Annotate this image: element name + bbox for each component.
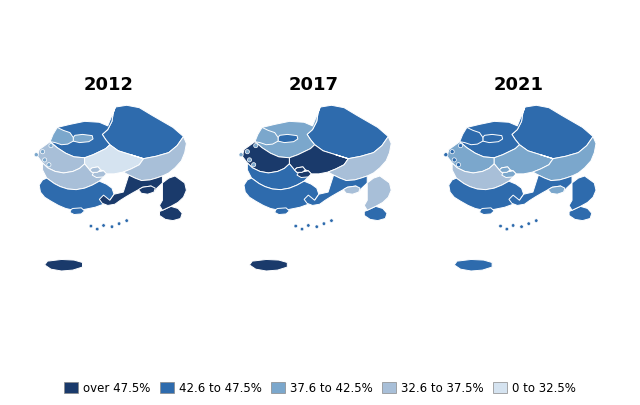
Polygon shape [494,145,553,175]
Circle shape [534,220,538,223]
Circle shape [125,220,129,223]
Circle shape [253,144,258,148]
Polygon shape [454,260,492,271]
Polygon shape [50,108,115,158]
Title: 2017: 2017 [289,76,339,94]
Circle shape [450,150,454,154]
Circle shape [456,163,461,167]
Circle shape [248,158,252,162]
Circle shape [527,222,531,226]
Circle shape [307,224,310,228]
Circle shape [458,144,463,148]
Polygon shape [73,135,93,143]
Polygon shape [343,187,360,195]
Polygon shape [250,260,287,271]
Polygon shape [479,208,494,215]
Polygon shape [569,177,596,211]
Polygon shape [483,135,502,143]
Polygon shape [294,168,305,173]
Polygon shape [38,142,84,173]
Polygon shape [244,179,319,211]
Polygon shape [278,135,298,143]
Polygon shape [364,207,387,221]
Polygon shape [449,179,524,211]
Polygon shape [50,128,73,145]
Polygon shape [39,179,114,211]
Polygon shape [297,171,311,178]
Circle shape [499,225,502,228]
Polygon shape [502,171,516,178]
Title: 2021: 2021 [493,76,543,94]
Circle shape [322,222,326,226]
Polygon shape [159,207,182,221]
Polygon shape [255,128,278,145]
Polygon shape [138,187,156,195]
Polygon shape [364,177,391,211]
Circle shape [444,153,448,158]
Circle shape [102,224,106,228]
Circle shape [511,224,515,228]
Polygon shape [102,106,184,159]
Polygon shape [328,137,391,181]
Polygon shape [70,208,84,215]
Polygon shape [247,164,308,190]
Polygon shape [460,128,483,145]
Circle shape [110,225,114,229]
Polygon shape [307,106,388,159]
Polygon shape [42,164,104,190]
Circle shape [252,163,256,167]
Polygon shape [533,137,596,181]
Circle shape [245,150,250,154]
Circle shape [95,228,99,231]
Circle shape [34,153,38,158]
Polygon shape [509,176,572,206]
Legend: over 47.5%, 42.6 to 47.5%, 37.6 to 42.5%, 32.6 to 37.5%, 0 to 32.5%: over 47.5%, 42.6 to 47.5%, 37.6 to 42.5%… [60,377,580,399]
Polygon shape [45,260,83,271]
Polygon shape [92,171,106,178]
Circle shape [89,225,93,228]
Polygon shape [84,145,143,175]
Circle shape [505,228,509,231]
Polygon shape [512,106,593,159]
Circle shape [47,163,51,167]
Polygon shape [124,137,186,181]
Polygon shape [548,187,565,195]
Circle shape [520,225,524,229]
Polygon shape [99,176,163,206]
Circle shape [117,222,121,226]
Circle shape [300,228,304,231]
Circle shape [49,144,53,148]
Polygon shape [569,207,592,221]
Polygon shape [255,108,320,158]
Polygon shape [275,208,289,215]
Polygon shape [90,168,100,173]
Polygon shape [452,164,513,190]
Polygon shape [447,142,494,173]
Title: 2012: 2012 [84,76,134,94]
Circle shape [43,158,47,162]
Circle shape [452,158,456,162]
Circle shape [239,153,243,158]
Polygon shape [304,176,367,206]
Polygon shape [289,145,348,175]
Polygon shape [499,168,510,173]
Polygon shape [159,177,186,211]
Polygon shape [460,108,525,158]
Circle shape [315,225,319,229]
Polygon shape [243,142,289,173]
Circle shape [330,220,333,223]
Circle shape [294,225,298,228]
Circle shape [40,150,45,154]
